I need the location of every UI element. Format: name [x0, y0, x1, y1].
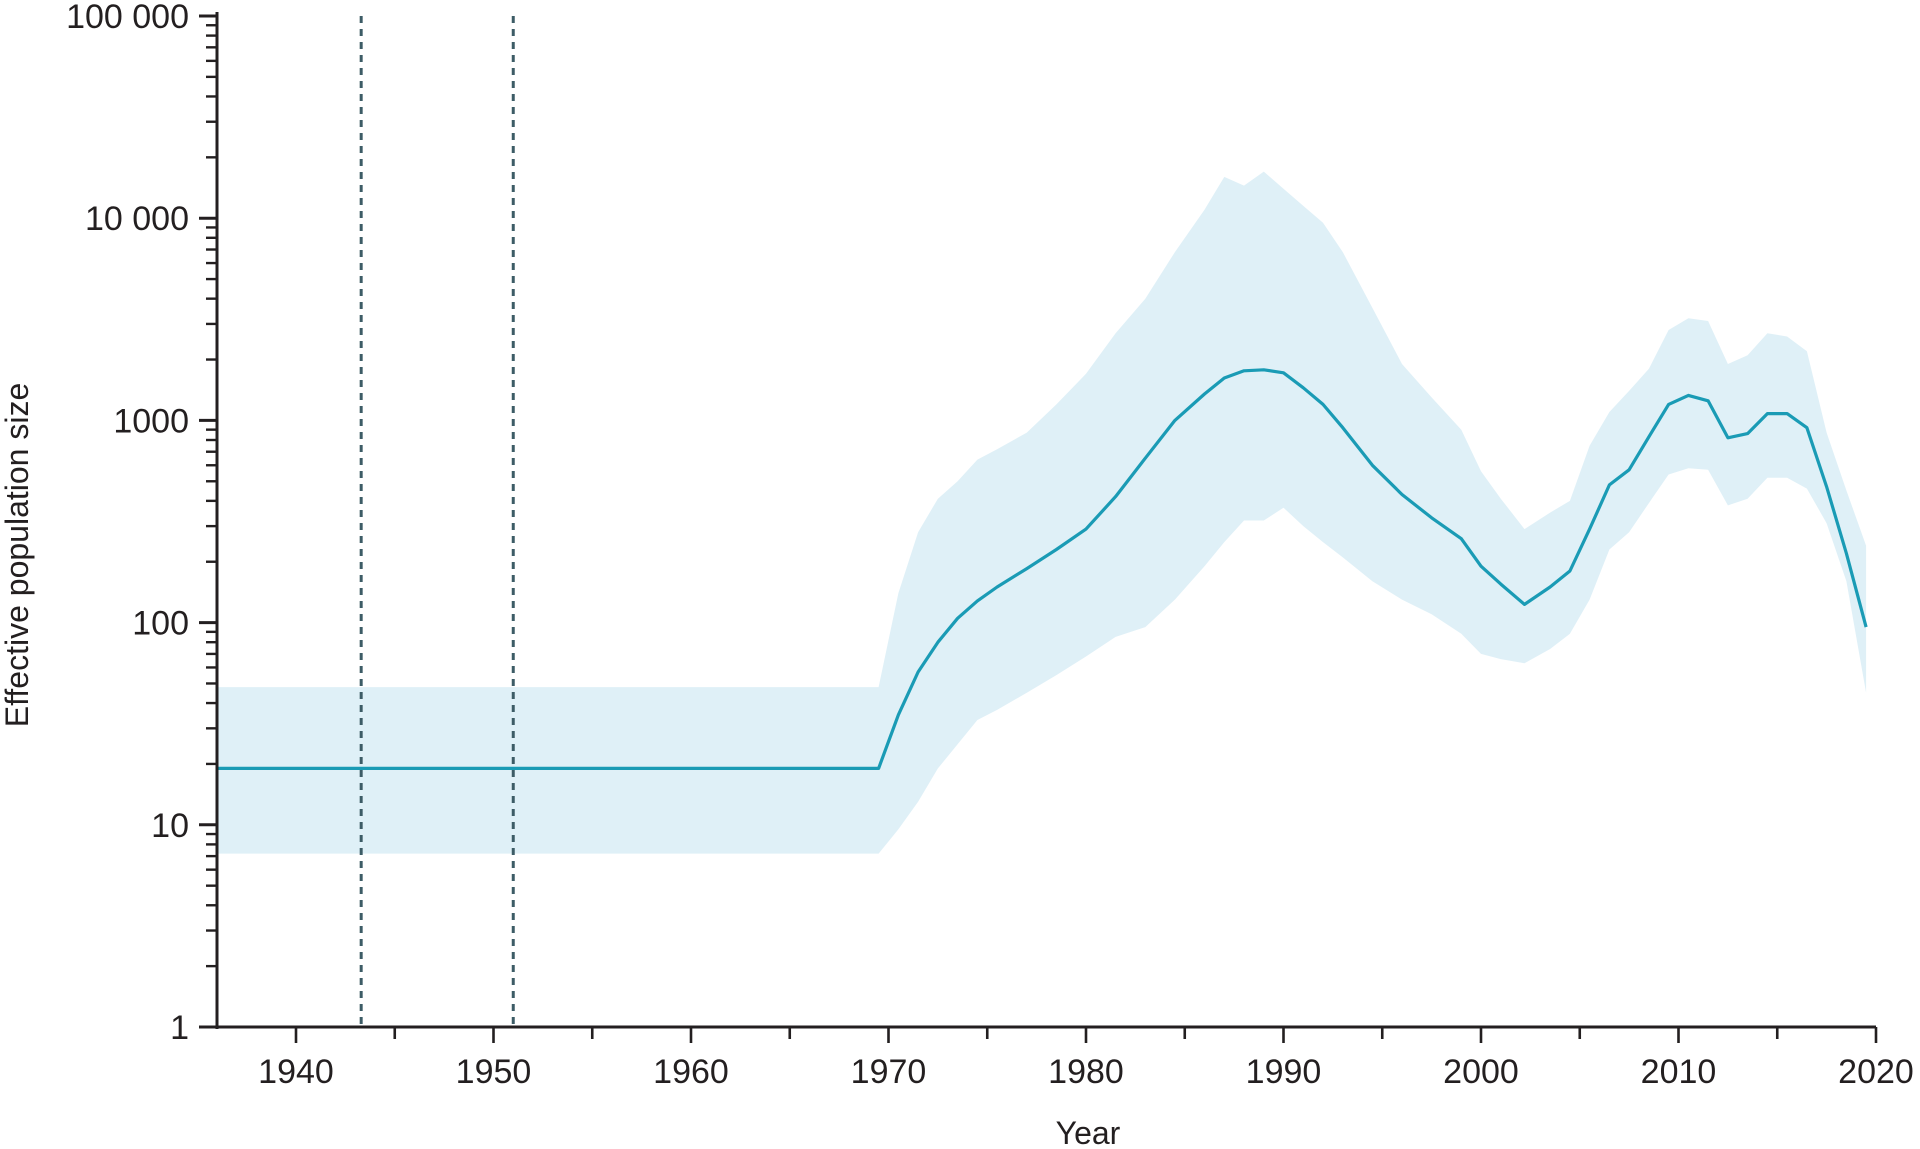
- y-axis-title: Effective population size: [0, 383, 35, 728]
- x-tick-label: 1980: [1048, 1053, 1124, 1091]
- y-tick-label: 100 000: [66, 0, 189, 36]
- x-tick-label: 1960: [653, 1053, 729, 1091]
- x-tick-label: 1970: [851, 1053, 927, 1091]
- x-tick-label: 2000: [1443, 1053, 1519, 1091]
- y-tick-label: 10 000: [85, 200, 189, 238]
- confidence-band: [217, 171, 1867, 854]
- y-tick-label: 1000: [113, 402, 189, 440]
- x-tick-label: 1950: [456, 1053, 532, 1091]
- x-axis-title: Year: [1056, 1115, 1121, 1149]
- x-tick-label: 2020: [1838, 1053, 1914, 1091]
- x-tick-label: 1940: [258, 1053, 334, 1091]
- x-tick-label: 1990: [1246, 1053, 1322, 1091]
- y-tick-label: 1: [170, 1009, 189, 1047]
- y-tick-label: 100: [132, 605, 189, 643]
- median-line: [217, 368, 1868, 770]
- y-tick-label: 10: [151, 807, 189, 845]
- x-tick-label: 2010: [1641, 1053, 1717, 1091]
